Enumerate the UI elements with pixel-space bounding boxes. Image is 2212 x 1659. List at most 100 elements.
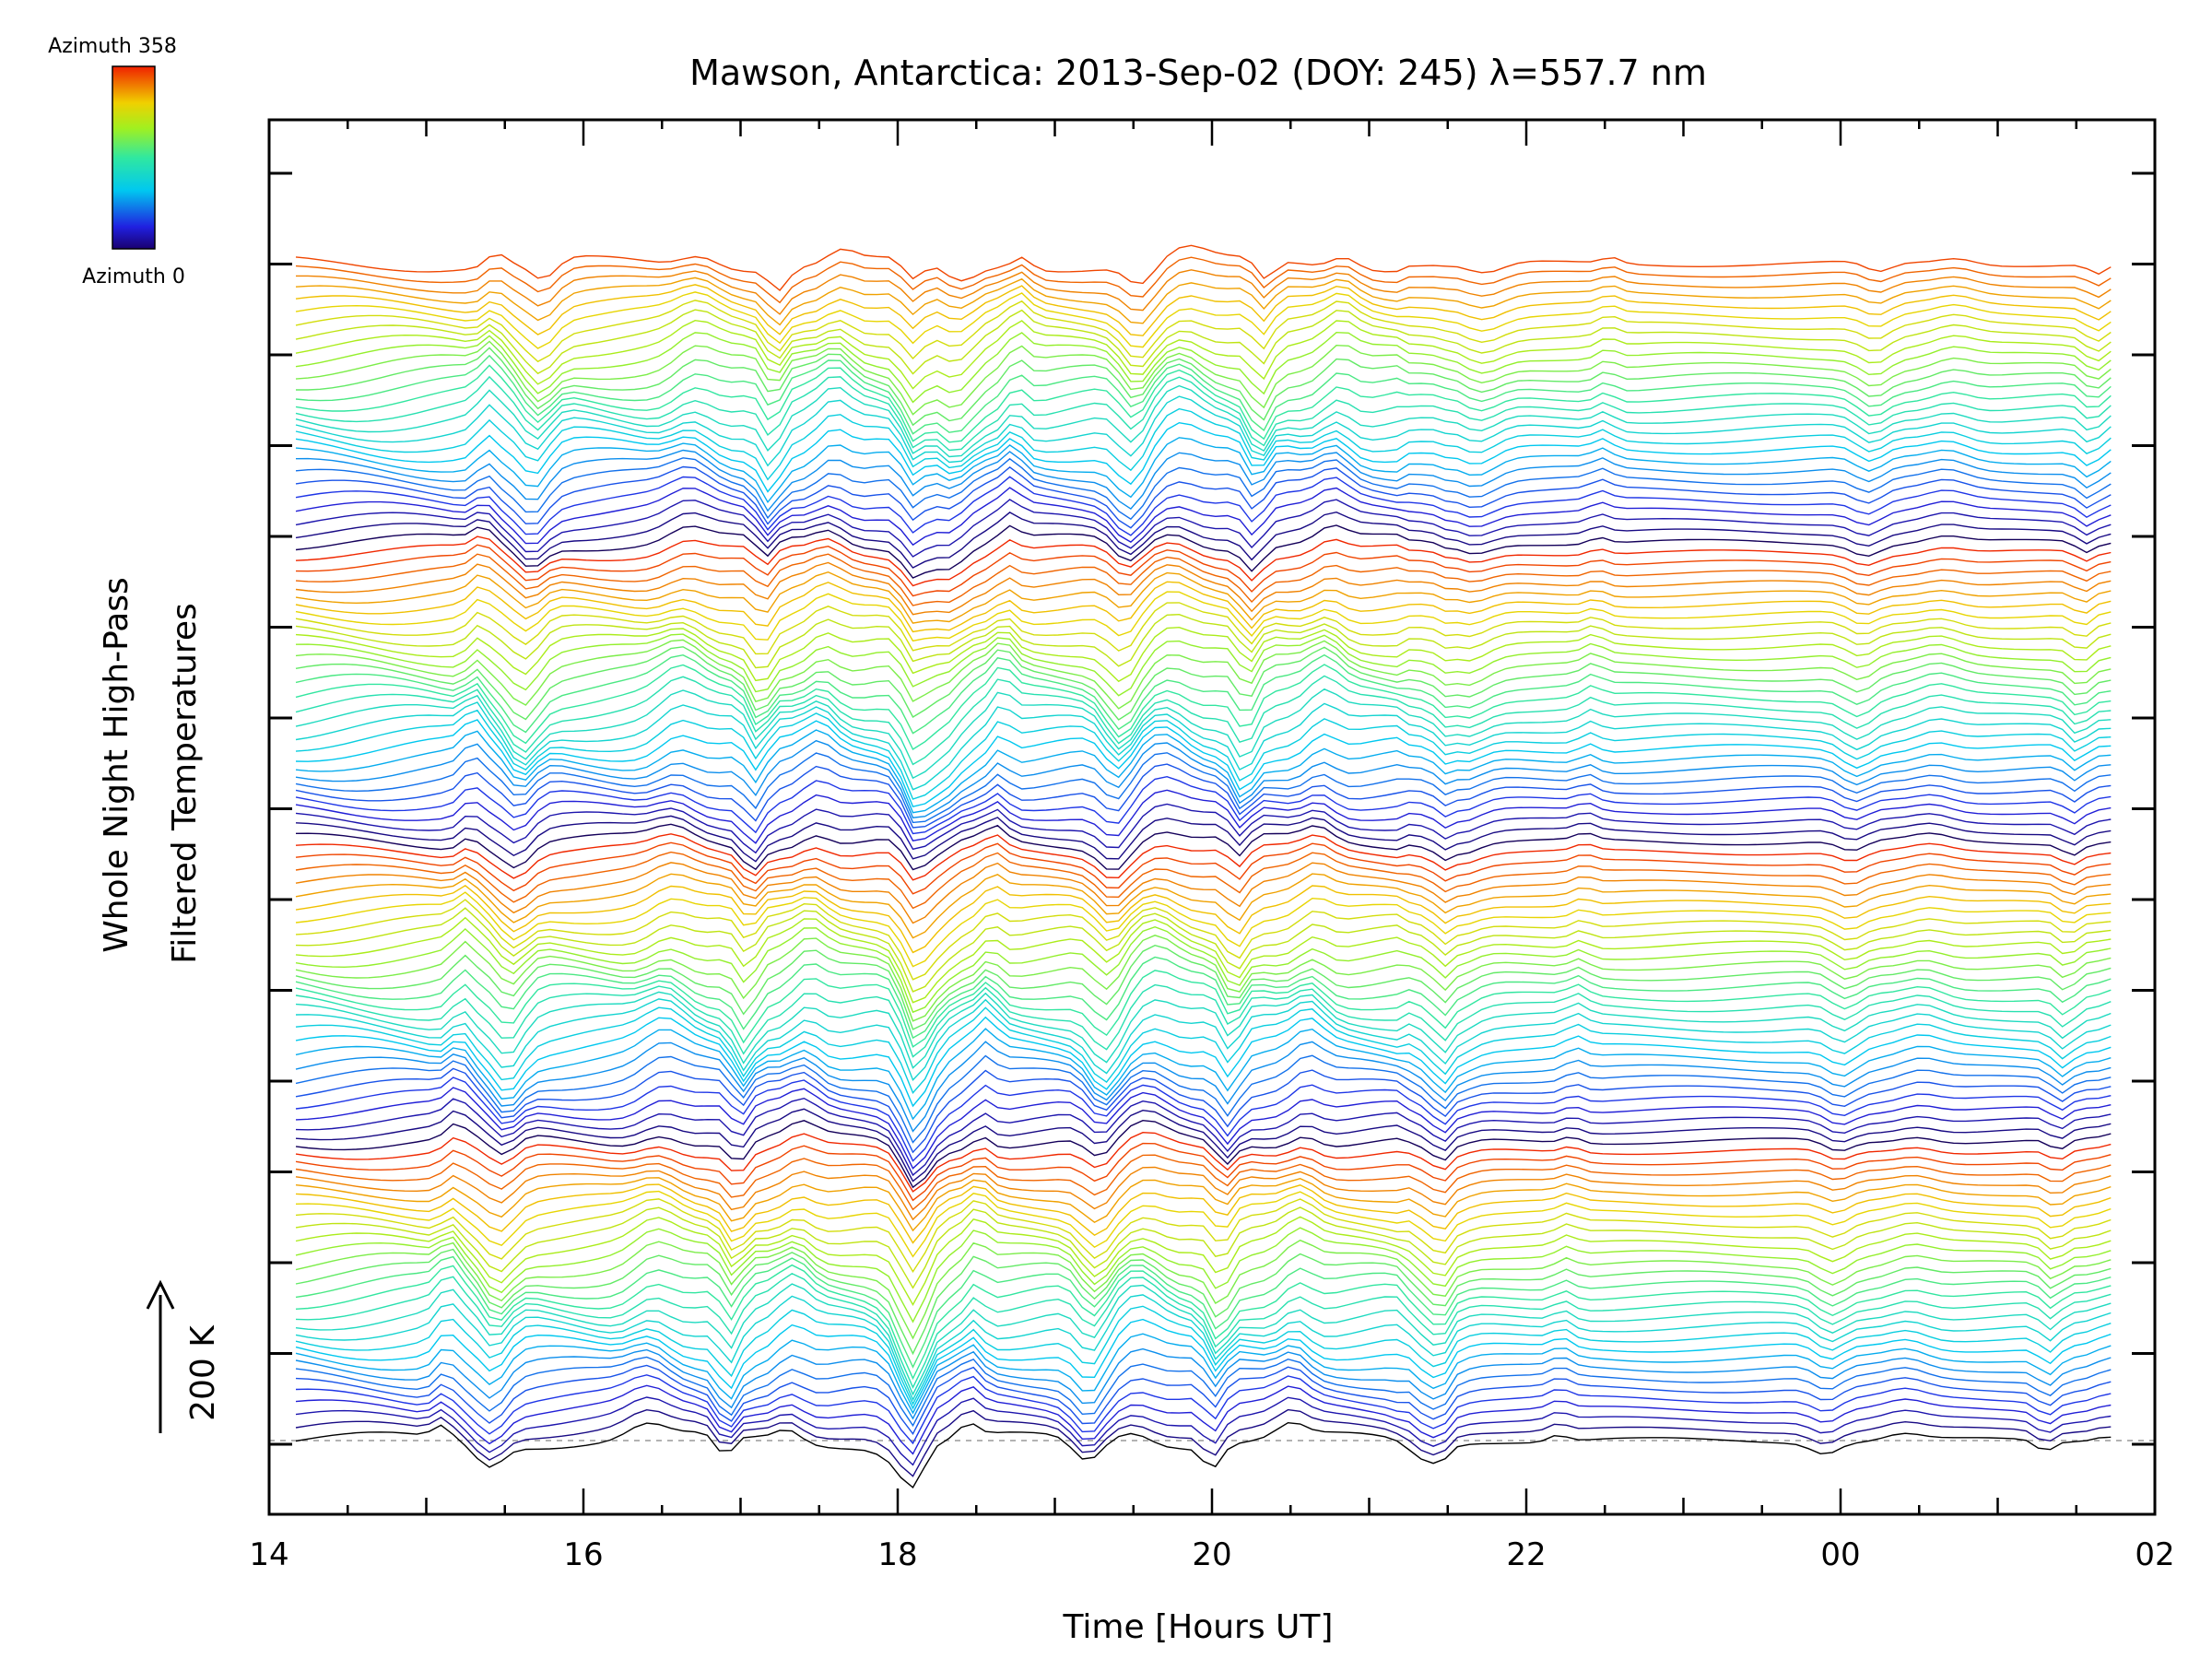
x-tick-label: 20 — [1192, 1536, 1231, 1573]
plot-border — [267, 118, 2157, 1516]
series-line — [296, 269, 2112, 315]
series-line — [295, 803, 2112, 854]
series-line — [295, 1016, 2112, 1108]
series-line — [295, 983, 2112, 1058]
series-line — [295, 1347, 2112, 1420]
series-line — [295, 1421, 2112, 1488]
series-line — [295, 511, 2112, 569]
series-line — [295, 476, 2112, 536]
series-line — [295, 1028, 2112, 1121]
colorbar: Azimuth 358 Azimuth 0 — [48, 35, 185, 288]
series-line — [295, 591, 2112, 642]
scale-arrow-head — [146, 1279, 175, 1310]
series-line — [295, 309, 2112, 375]
series-line — [295, 891, 2112, 968]
series-layer — [269, 244, 2155, 1488]
series-line — [295, 544, 2112, 597]
series-line — [295, 646, 2112, 721]
x-tick-label: 16 — [563, 1536, 603, 1573]
series-line — [295, 1408, 2112, 1477]
series-line — [295, 739, 2112, 818]
series-line — [295, 1087, 2112, 1170]
series-line — [295, 1374, 2112, 1445]
series-line — [295, 1142, 2112, 1202]
x-tick-label: 22 — [1506, 1536, 1546, 1573]
series-line — [295, 752, 2112, 824]
series-line — [295, 465, 2112, 529]
series-line — [295, 331, 2112, 404]
series-line — [295, 1054, 2112, 1144]
series-line — [295, 457, 2112, 521]
series-line — [295, 319, 2112, 390]
series-line — [295, 970, 2112, 1048]
series-line — [295, 775, 2112, 835]
series-line — [295, 653, 2112, 735]
series-line — [295, 991, 2112, 1069]
series-line — [295, 553, 2112, 606]
y-axis-label-line2: Filtered Temperatures — [166, 603, 204, 964]
series-line — [295, 395, 2112, 467]
colorbar-bottom-label: Azimuth 0 — [82, 265, 185, 288]
series-line — [295, 1227, 2112, 1324]
colorbar-top-label: Azimuth 358 — [48, 35, 177, 58]
series-line — [295, 340, 2112, 416]
series-line — [295, 935, 2112, 1022]
series-line — [295, 1067, 2112, 1154]
series-line — [295, 823, 2112, 871]
series-line — [295, 701, 2112, 791]
series-line — [295, 1264, 2112, 1381]
series-line — [295, 729, 2112, 814]
series-line — [295, 633, 2112, 697]
series-line — [295, 1248, 2112, 1356]
series-line — [295, 815, 2112, 863]
series-line — [295, 1097, 2112, 1177]
series-line — [295, 1206, 2112, 1289]
plot-frame — [267, 118, 2157, 1516]
series-line — [295, 571, 2112, 624]
x-tick-label: 02 — [2135, 1536, 2174, 1573]
series-line — [295, 884, 2112, 954]
series-line — [295, 291, 2112, 349]
series-line — [295, 1198, 2112, 1274]
series-line — [295, 899, 2112, 981]
series-line — [295, 1190, 2112, 1258]
series-line — [295, 916, 2112, 1004]
series-line — [295, 862, 2112, 924]
series-line — [295, 944, 2112, 1030]
series-line — [295, 998, 2112, 1081]
series-line — [295, 956, 2112, 1040]
x-axis-ticks: 14 16 18 20 22 00 02 — [249, 120, 2175, 1573]
series-line — [295, 1356, 2112, 1428]
series-line — [295, 613, 2112, 669]
series-line — [295, 841, 2112, 895]
series-line — [295, 907, 2112, 993]
series-line — [295, 688, 2112, 780]
series-line — [295, 851, 2112, 910]
x-tick-label: 18 — [877, 1536, 917, 1573]
series-line — [295, 1183, 2112, 1244]
series-line — [295, 354, 2112, 435]
series-line — [295, 1255, 2112, 1369]
series-line — [295, 675, 2112, 766]
series-line — [295, 1333, 2112, 1415]
series-line — [295, 639, 2112, 710]
x-tick-label: 00 — [1820, 1536, 1860, 1573]
series-line — [295, 1294, 2112, 1402]
series-line — [295, 763, 2112, 829]
series-line — [295, 1239, 2112, 1340]
series-line — [295, 276, 2112, 326]
series-line — [295, 449, 2112, 512]
series-line — [296, 347, 2112, 427]
series-line — [295, 437, 2112, 504]
series-line — [295, 524, 2112, 579]
x-axis-label: Time [Hours UT] — [1063, 1608, 1334, 1646]
series-line — [295, 602, 2112, 655]
series-line — [295, 1108, 2112, 1182]
scale-bar: 200 K — [146, 1279, 222, 1433]
series-line — [295, 626, 2112, 683]
series-line — [295, 719, 2112, 808]
series-line — [295, 1131, 2112, 1193]
series-line — [295, 873, 2112, 939]
series-line — [295, 375, 2112, 452]
